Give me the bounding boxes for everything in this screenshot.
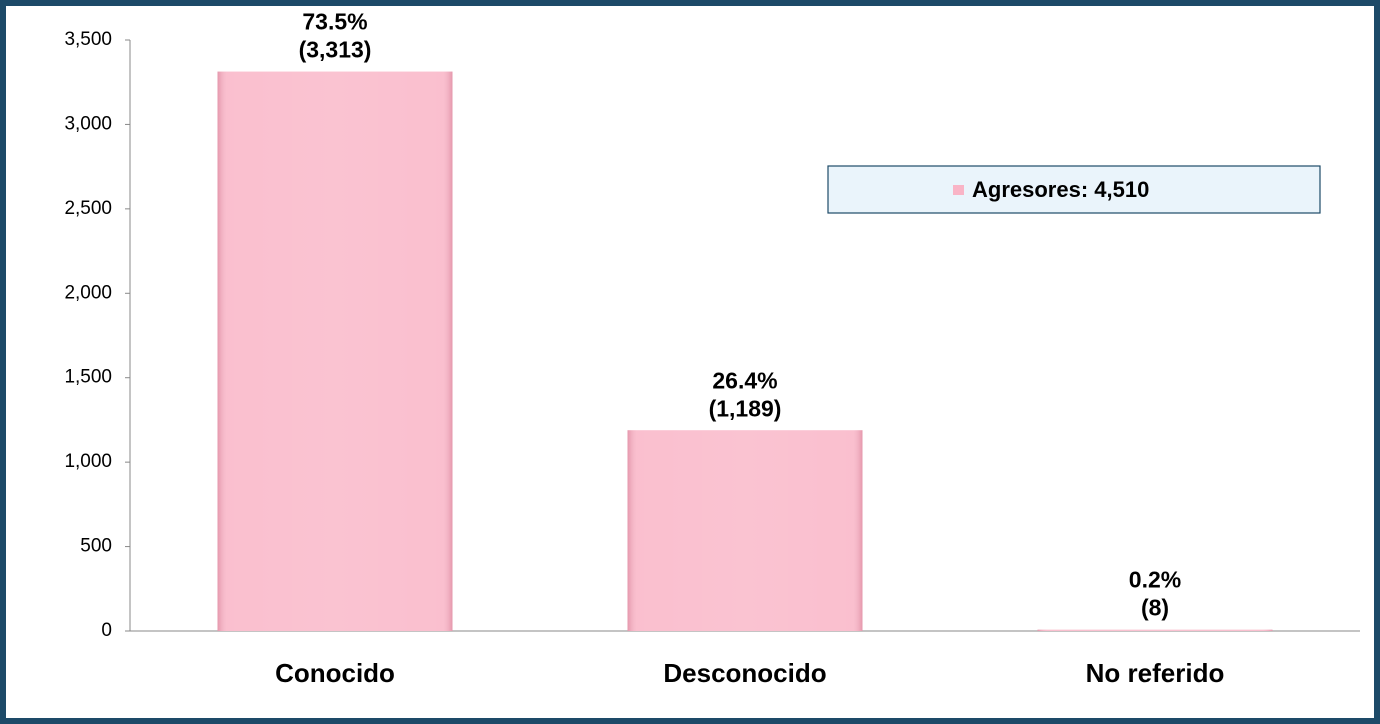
- legend-label: Agresores: 4,510: [972, 177, 1149, 202]
- percent-label: 0.2%: [1129, 567, 1181, 593]
- y-tick-label: 0: [101, 620, 112, 641]
- y-tick-label: 2,500: [64, 198, 112, 219]
- percent-label: 73.5%: [302, 9, 367, 35]
- y-tick-label: 3,500: [64, 29, 112, 50]
- y-tick-label: 3,000: [64, 113, 112, 134]
- y-tick-label: 1,500: [64, 367, 112, 388]
- y-tick-label: 2,000: [64, 282, 112, 303]
- x-tick-label: No referido: [1086, 658, 1225, 688]
- y-tick-label: 500: [80, 536, 112, 557]
- percent-label: 26.4%: [712, 367, 777, 393]
- x-tick-label: Desconocido: [663, 658, 826, 688]
- legend-box: [827, 165, 1321, 214]
- data-label: (3,313): [299, 37, 372, 63]
- data-label: (1,189): [709, 395, 782, 421]
- x-tick-label: Conocido: [275, 658, 395, 688]
- bar-shade: [627, 430, 863, 631]
- data-label: (8): [1141, 595, 1169, 621]
- bar-shade: [1037, 629, 1273, 631]
- legend-swatch: [953, 185, 964, 195]
- bar-shade: [217, 71, 453, 631]
- y-tick-label: 1,000: [64, 451, 112, 472]
